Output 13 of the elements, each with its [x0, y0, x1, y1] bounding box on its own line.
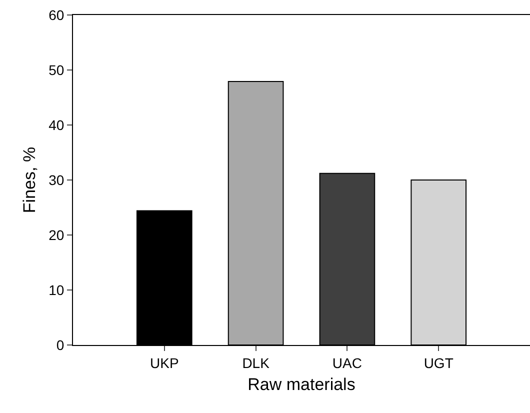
y-tick-label: 0	[56, 336, 64, 353]
y-tick-label: 20	[48, 226, 64, 243]
x-tick-label: UKP	[150, 354, 179, 371]
y-axis-title: Fines, %	[20, 146, 40, 214]
y-tick-label: 60	[48, 6, 64, 23]
x-tick-label: UAC	[332, 354, 362, 371]
y-tick-label: 30	[48, 172, 64, 188]
y-tick-label: 40	[48, 116, 64, 133]
x-tick-label: UGT	[424, 354, 454, 371]
x-axis-title: Raw materials	[248, 375, 356, 394]
x-tick-label: DLK	[242, 354, 270, 371]
y-tick-label: 50	[48, 62, 64, 78]
y-tick-label: 10	[48, 282, 64, 298]
